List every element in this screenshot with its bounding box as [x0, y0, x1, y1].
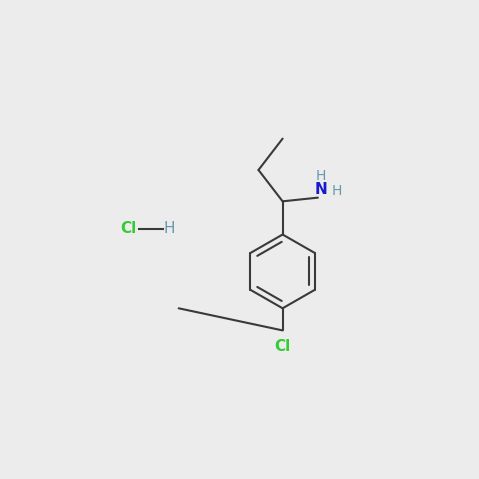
Text: N: N [315, 182, 327, 197]
Text: Cl: Cl [274, 339, 291, 354]
Text: Cl: Cl [120, 221, 137, 237]
Text: H: H [316, 169, 326, 182]
Text: H: H [331, 184, 342, 198]
Text: H: H [164, 221, 175, 237]
